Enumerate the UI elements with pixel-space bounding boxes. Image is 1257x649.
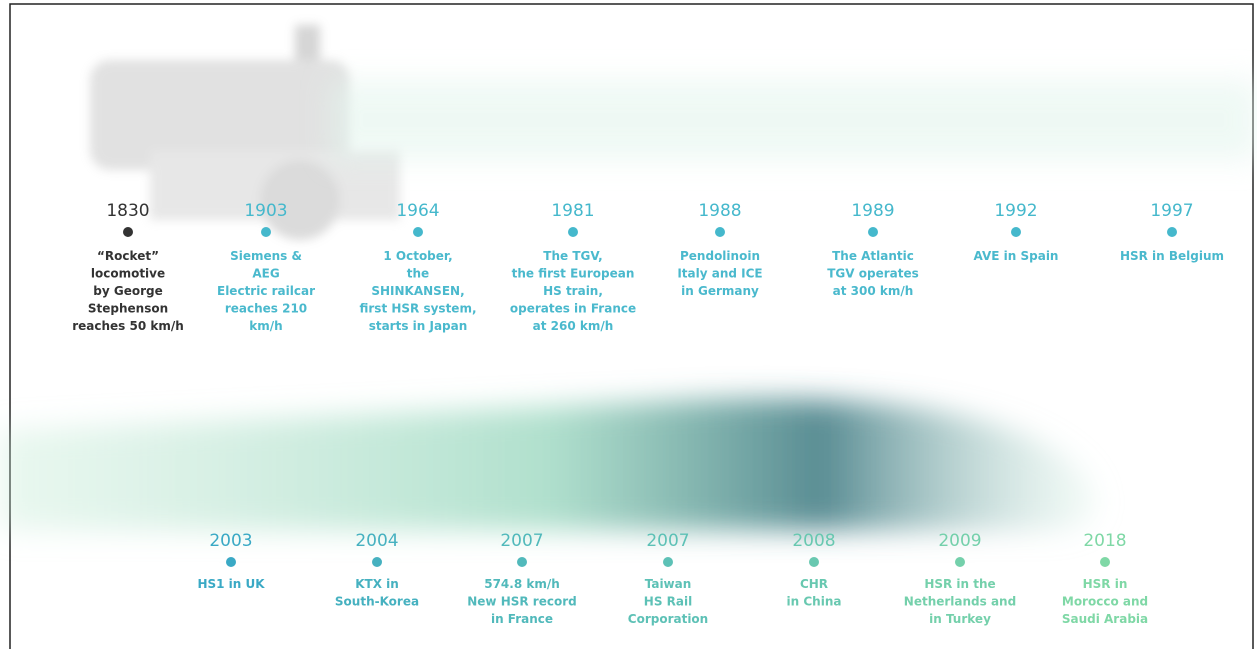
event-description: KTX in [355, 577, 399, 591]
event-description: Morocco and [1062, 595, 1148, 609]
event-year: 2008 [792, 531, 835, 551]
event-description: HSR in [1083, 577, 1128, 591]
event-description: 1 October, [383, 249, 452, 263]
event-description: by George [93, 284, 162, 298]
event-description: HSR in Belgium [1120, 249, 1224, 263]
event-description: Pendolinoin [680, 249, 760, 263]
event-dot [261, 227, 271, 237]
event-year: 2007 [646, 531, 689, 551]
event-dot [1100, 557, 1110, 567]
event-description: South-Korea [335, 595, 419, 609]
event-description: starts in Japan [369, 319, 468, 333]
speed-streak [330, 80, 1257, 160]
event-description: locomotive [91, 267, 165, 281]
event-description: Stephenson [88, 302, 168, 316]
event-description: Corporation [628, 612, 708, 626]
event-year: 1992 [994, 201, 1037, 221]
event-description: Netherlands and [904, 595, 1016, 609]
event-year: 1964 [396, 201, 439, 221]
event-description: TGV operates [827, 267, 919, 281]
event-description: operates in France [510, 302, 636, 316]
event-description: in France [491, 612, 553, 626]
event-description: in Germany [681, 284, 759, 298]
event-description: Italy and ICE [677, 267, 762, 281]
event-description: HSR in the [924, 577, 995, 591]
event-description: at 260 km/h [533, 319, 614, 333]
event-year: 2007 [500, 531, 543, 551]
event-year: 1997 [1150, 201, 1193, 221]
event-description: Siemens & [230, 249, 302, 263]
event-description: HS Rail [644, 595, 692, 609]
event-dot [1011, 227, 1021, 237]
event-dot [1167, 227, 1177, 237]
event-description: first HSR system, [359, 302, 476, 316]
event-year: 1989 [851, 201, 894, 221]
event-description: Saudi Arabia [1062, 612, 1148, 626]
event-dot [517, 557, 527, 567]
event-dot [868, 227, 878, 237]
event-description: AVE in Spain [974, 249, 1059, 263]
event-description: “Rocket” [97, 249, 159, 263]
event-dot [372, 557, 382, 567]
event-dot [809, 557, 819, 567]
event-year: 1830 [106, 201, 149, 221]
event-year: 1988 [698, 201, 741, 221]
event-year: 1981 [551, 201, 594, 221]
event-description: CHR [800, 577, 828, 591]
event-description: at 300 km/h [833, 284, 914, 298]
event-description: HS train, [543, 284, 603, 298]
event-description: AEG [252, 267, 279, 281]
event-description: Taiwan [645, 577, 692, 591]
event-description: km/h [249, 319, 282, 333]
event-description: in China [787, 595, 842, 609]
event-dot [568, 227, 578, 237]
event-description: New HSR record [467, 595, 576, 609]
event-dot [123, 227, 133, 237]
event-description: SHINKANSEN, [371, 284, 464, 298]
event-description: HS1 in UK [197, 577, 265, 591]
event-year: 2009 [938, 531, 981, 551]
event-description: the [407, 267, 429, 281]
event-description: The Atlantic [832, 249, 914, 263]
event-description: in Turkey [929, 612, 991, 626]
event-description: Electric railcar [217, 284, 315, 298]
event-description: reaches 210 [225, 302, 307, 316]
event-description: The TGV, [543, 249, 602, 263]
event-description: 574.8 km/h [484, 577, 560, 591]
event-year: 2018 [1083, 531, 1126, 551]
event-dot [226, 557, 236, 567]
event-year: 1903 [244, 201, 287, 221]
event-dot [955, 557, 965, 567]
timeline-infographic: 1830 “Rocket” locomotive by George Stephenso… [0, 0, 1257, 649]
train-image [0, 399, 1096, 530]
event-year: 2004 [355, 531, 398, 551]
event-description: the first European [512, 267, 635, 281]
event-dot [663, 557, 673, 567]
event-dot [715, 227, 725, 237]
event-year: 2003 [209, 531, 252, 551]
event-description: reaches 50 km/h [72, 319, 184, 333]
event-dot [413, 227, 423, 237]
